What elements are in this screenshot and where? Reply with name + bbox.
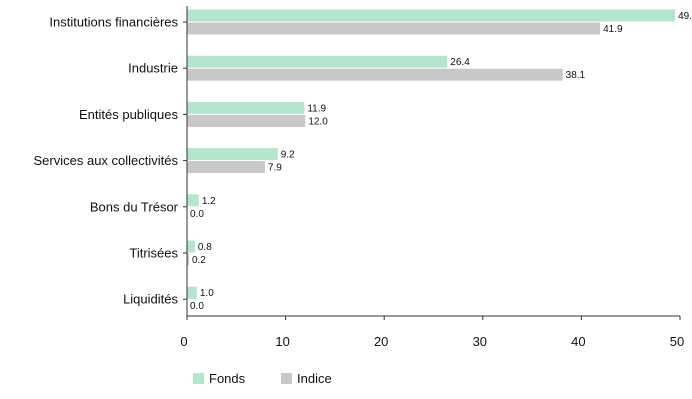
x-tick-label-40: 40 — [571, 334, 585, 349]
legend-swatch-fonds — [193, 373, 204, 384]
legend-swatch-indice — [281, 373, 292, 384]
data-label-fonds-institutions-financieres: 49.5 — [678, 11, 692, 22]
data-label-indice-liquidites: 0.0 — [190, 301, 204, 312]
category-label-institutions-financieres: Institutions financières — [49, 15, 178, 30]
bar-indice-entites-publiques — [187, 115, 305, 127]
category-label-liquidites: Liquidités — [123, 292, 178, 307]
data-label-indice-institutions-financieres: 41.9 — [603, 24, 623, 35]
data-label-fonds-services-aux-collectivites: 9.2 — [281, 150, 295, 161]
bar-fonds-liquidites — [187, 287, 197, 299]
bar-indice-services-aux-collectivites — [187, 161, 265, 173]
data-label-fonds-liquidites: 1.0 — [200, 288, 214, 299]
data-label-fonds-bons-du-tresor: 1.2 — [202, 196, 216, 207]
x-tick-label-30: 30 — [473, 334, 487, 349]
data-label-indice-industrie: 38.1 — [566, 70, 586, 81]
data-label-fonds-industrie: 26.4 — [450, 57, 470, 68]
bar-fonds-bons-du-tresor — [187, 194, 199, 206]
data-label-indice-services-aux-collectivites: 7.9 — [268, 163, 282, 174]
data-label-indice-entites-publiques: 12.0 — [308, 116, 328, 127]
bar-fonds-entites-publiques — [187, 102, 304, 114]
legend: Fonds Indice — [193, 371, 332, 386]
category-label-services-aux-collectivites: Services aux collectivités — [34, 153, 179, 168]
category-label-entites-publiques: Entités publiques — [79, 107, 179, 122]
bar-indice-institutions-financieres — [187, 23, 600, 35]
x-tick-label-10: 10 — [275, 334, 289, 349]
bar-indice-industrie — [187, 69, 563, 81]
data-label-indice-titrisees: 0.2 — [192, 255, 206, 266]
category-label-bons-du-tresor: Bons du Trésor — [90, 199, 179, 214]
bar-fonds-institutions-financieres — [187, 10, 675, 22]
legend-label-fonds: Fonds — [209, 371, 246, 386]
bar-fonds-services-aux-collectivites — [187, 148, 278, 160]
bar-fonds-titrisees — [187, 241, 195, 253]
x-tick-label-20: 20 — [374, 334, 388, 349]
data-label-fonds-entites-publiques: 11.9 — [307, 103, 326, 114]
data-label-fonds-titrisees: 0.8 — [198, 242, 212, 253]
legend-label-indice: Indice — [297, 371, 332, 386]
category-label-titrisees: Titrisées — [129, 246, 178, 261]
data-label-indice-bons-du-tresor: 0.0 — [190, 209, 204, 220]
x-tick-label-0: 0 — [180, 334, 187, 349]
bars-layer — [187, 10, 675, 299]
x-tick-label-50: 50 — [670, 334, 684, 349]
category-label-industrie: Industrie — [128, 61, 178, 76]
bar-fonds-industrie — [187, 56, 447, 68]
